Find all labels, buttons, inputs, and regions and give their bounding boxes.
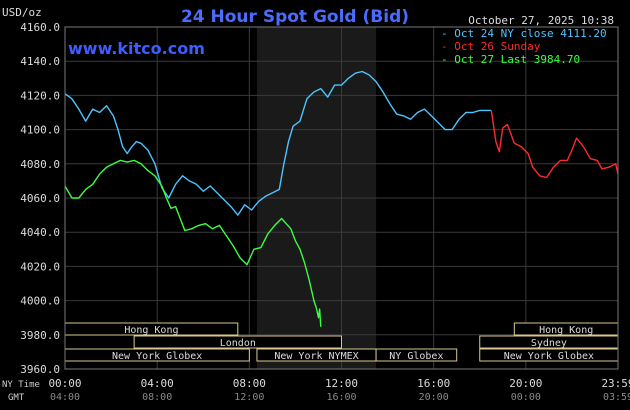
series-line (490, 110, 619, 179)
y-unit-label: USD/oz (2, 6, 42, 19)
price-series (64, 70, 619, 327)
y-tick-label: 4120.0 (20, 89, 60, 102)
x-tick-label-gmt: 03:59 (603, 392, 630, 403)
market-session-label: New York Globex (112, 351, 202, 362)
website-link[interactable]: www.kitco.com (68, 39, 205, 58)
x-tick-label-ny: 12:00 (325, 377, 358, 390)
series-line (64, 70, 492, 216)
x-tick-label-ny: 04:00 (141, 377, 174, 390)
market-session-label: Hong Kong (124, 325, 178, 336)
y-tick-label: 4080.0 (20, 158, 60, 171)
x-tick-label-gmt: 16:00 (326, 392, 356, 403)
gmt-label: GMT (8, 393, 25, 403)
y-tick-label: 3980.0 (20, 329, 60, 342)
chart-title: 24 Hour Spot Gold (Bid) (181, 7, 409, 27)
legend: - Oct 24 NY close 4111.20- Oct 26 Sunday… (441, 27, 607, 66)
y-tick-label: 4140.0 (20, 55, 60, 68)
market-session-label: Hong Kong (539, 325, 593, 336)
y-tick-label: 4020.0 (20, 260, 60, 273)
y-tick-label: 4060.0 (20, 192, 60, 205)
x-tick-label-gmt: 12:00 (234, 392, 264, 403)
x-tick-label-gmt: 00:00 (511, 392, 541, 403)
x-tick-label-ny: 23:59 (601, 377, 630, 390)
legend-item: - Oct 24 NY close 4111.20 (441, 27, 607, 40)
x-tick-label-ny: 00:00 (48, 377, 81, 390)
x-tick-label-ny: 20:00 (509, 377, 542, 390)
legend-item: - Oct 27 Last 3984.70 (441, 53, 580, 66)
market-session-bars: Hong Kong Hong Kong London Sydney New York G… (64, 322, 619, 362)
x-tick-label-gmt: 20:00 (419, 392, 449, 403)
market-session-label: London (220, 338, 256, 349)
x-tick-label-gmt: 08:00 (142, 392, 172, 403)
timestamp: October 27, 2025 10:38 (468, 14, 614, 27)
x-tick-label-ny: 08:00 (233, 377, 266, 390)
y-tick-label: 4000.0 (20, 295, 60, 308)
ny-time-label: NY Time (2, 380, 40, 390)
x-tick-label-gmt: 04:00 (50, 392, 80, 403)
y-tick-label: 4100.0 (20, 124, 60, 137)
y-tick-label: 4160.0 (20, 21, 60, 34)
market-session-label: New York Globex (504, 351, 594, 362)
legend-item: - Oct 26 Sunday (441, 40, 541, 53)
series-line (64, 159, 322, 327)
market-session-label: New York NYMEX (274, 351, 358, 362)
market-session-label: Sydney (531, 338, 567, 349)
plot-frame (64, 26, 619, 370)
y-axis-tick-labels: 4160.0 4140.0 4120.0 4100.0 4080.0 4060.0 4040… (20, 21, 60, 376)
y-tick-label: 4040.0 (20, 226, 60, 239)
y-tick-label: 3960.0 (20, 363, 60, 376)
market-session-bar (133, 335, 342, 349)
x-axis-tick-labels: 00:00 04:00 08:00 12:00 16:00 20:00 23:59 04:00… (48, 377, 630, 403)
market-session-bar (375, 348, 458, 362)
x-tick-label-ny: 16:00 (417, 377, 450, 390)
market-session-label: NY Globex (389, 351, 443, 362)
